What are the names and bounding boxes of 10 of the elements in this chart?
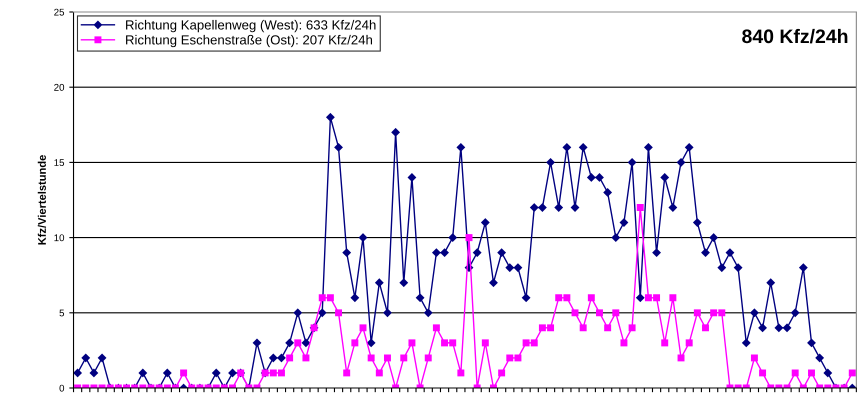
y-tick-label: 0 bbox=[59, 384, 64, 392]
y-tick-label: 15 bbox=[54, 159, 64, 166]
y-tick-label: 20 bbox=[54, 84, 64, 91]
y-axis-title: Kfz/Viertelstunde bbox=[38, 155, 46, 245]
y-tick-label: 10 bbox=[54, 234, 64, 242]
annotation: 840 Kfz/24h bbox=[742, 28, 848, 44]
y-tick-label: 5 bbox=[59, 310, 64, 316]
legend-label: Richtung Kapellenweg (West): 633 Kfz/24h bbox=[126, 20, 376, 32]
y-tick-label: 25 bbox=[54, 8, 64, 16]
legend-label: Richtung Eschenstraße (Ost): 207 Kfz/24h bbox=[126, 34, 372, 48]
